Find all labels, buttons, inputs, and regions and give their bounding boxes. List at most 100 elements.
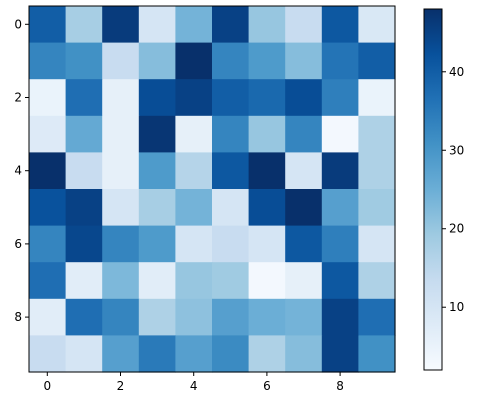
x-tick-label: 4 bbox=[190, 379, 198, 393]
heatmap-cell bbox=[65, 152, 103, 190]
heatmap-cell bbox=[358, 262, 396, 300]
heatmap-cell bbox=[102, 152, 140, 190]
heatmap-cell bbox=[175, 262, 213, 300]
heatmap-cell bbox=[102, 115, 140, 153]
heatmap-cell bbox=[212, 225, 250, 263]
heatmap-cell bbox=[138, 152, 176, 190]
heatmap-cell bbox=[248, 115, 286, 153]
heatmap-cell bbox=[29, 152, 67, 190]
heatmap-cell bbox=[65, 6, 103, 44]
heatmap-cell bbox=[212, 335, 250, 373]
heatmap-cell bbox=[175, 42, 213, 80]
heatmap-cell bbox=[212, 42, 250, 80]
heatmap-cell bbox=[358, 298, 396, 336]
heatmap-cell bbox=[285, 6, 323, 44]
heatmap-cell bbox=[248, 225, 286, 263]
heatmap-cells bbox=[29, 6, 396, 373]
heatmap-cell bbox=[248, 262, 286, 300]
heatmap-cell bbox=[285, 225, 323, 263]
heatmap-cell bbox=[102, 42, 140, 80]
heatmap-cell bbox=[358, 335, 396, 373]
heatmap-cell bbox=[321, 115, 359, 153]
heatmap-cell bbox=[321, 262, 359, 300]
heatmap-cell bbox=[248, 42, 286, 80]
heatmap-cell bbox=[29, 298, 67, 336]
heatmap-cell bbox=[321, 42, 359, 80]
x-tick-label: 0 bbox=[43, 379, 51, 393]
heatmap-cell bbox=[285, 262, 323, 300]
heatmap-cell bbox=[175, 225, 213, 263]
heatmap-cell bbox=[65, 115, 103, 153]
y-tick-label: 8 bbox=[14, 310, 22, 324]
heatmap-cell bbox=[138, 262, 176, 300]
heatmap-cell bbox=[212, 6, 250, 44]
heatmap-cell bbox=[358, 189, 396, 227]
heatmap-cell bbox=[321, 189, 359, 227]
heatmap-cell bbox=[65, 225, 103, 263]
heatmap-cell bbox=[65, 42, 103, 80]
heatmap-cell bbox=[212, 79, 250, 117]
heatmap-cell bbox=[285, 79, 323, 117]
heatmap-cell bbox=[102, 225, 140, 263]
heatmap-cell bbox=[29, 79, 67, 117]
heatmap-cell bbox=[138, 335, 176, 373]
heatmap-cell bbox=[212, 152, 250, 190]
heatmap-cell bbox=[138, 115, 176, 153]
heatmap-cell bbox=[175, 335, 213, 373]
plot-frame bbox=[28, 5, 396, 373]
heatmap-cell bbox=[102, 335, 140, 373]
heatmap-cell bbox=[248, 79, 286, 117]
y-tick-label: 4 bbox=[14, 164, 22, 178]
heatmap-cell bbox=[358, 225, 396, 263]
heatmap-cell bbox=[212, 262, 250, 300]
colorbar-tick-label: 10 bbox=[449, 300, 464, 314]
heatmap-cell bbox=[285, 42, 323, 80]
colorbar-tick-label: 30 bbox=[449, 143, 464, 157]
heatmap-cell bbox=[102, 189, 140, 227]
heatmap-cell bbox=[102, 6, 140, 44]
heatmap-cell bbox=[321, 225, 359, 263]
heatmap-cell bbox=[29, 42, 67, 80]
heatmap-cell bbox=[138, 6, 176, 44]
heatmap-cell bbox=[65, 335, 103, 373]
heatmap-cell bbox=[175, 79, 213, 117]
heatmap-cell bbox=[175, 6, 213, 44]
colorbar-axis: 10 20 30 40 bbox=[442, 65, 464, 314]
x-tick-label: 8 bbox=[336, 379, 344, 393]
x-tick-label: 6 bbox=[263, 379, 271, 393]
heatmap-cell bbox=[65, 262, 103, 300]
colorbar-frame bbox=[423, 8, 443, 371]
heatmap-cell bbox=[138, 298, 176, 336]
heatmap-cell bbox=[248, 189, 286, 227]
heatmap-cell bbox=[29, 189, 67, 227]
heatmap-cell bbox=[175, 298, 213, 336]
heatmap-cell bbox=[138, 79, 176, 117]
heatmap-cell bbox=[65, 79, 103, 117]
heatmap-cell bbox=[285, 298, 323, 336]
y-tick-label: 2 bbox=[14, 91, 22, 105]
heatmap-cell bbox=[285, 335, 323, 373]
heatmap-cell bbox=[102, 298, 140, 336]
heatmap-cell bbox=[321, 79, 359, 117]
heatmap-cell bbox=[175, 189, 213, 227]
y-axis: 0 2 4 6 8 bbox=[14, 17, 29, 324]
heatmap-cell bbox=[29, 335, 67, 373]
colorbar-tick-label: 40 bbox=[449, 65, 464, 79]
heatmap-cell bbox=[321, 335, 359, 373]
x-axis: 0 2 4 6 8 bbox=[43, 372, 344, 393]
heatmap-cell bbox=[138, 189, 176, 227]
heatmap-cell bbox=[358, 42, 396, 80]
heatmap-cell bbox=[175, 115, 213, 153]
heatmap-cell bbox=[321, 152, 359, 190]
heatmap-cell bbox=[102, 262, 140, 300]
heatmap-cell bbox=[358, 6, 396, 44]
heatmap-cell bbox=[248, 298, 286, 336]
colorbar bbox=[424, 9, 442, 370]
heatmap-cell bbox=[285, 189, 323, 227]
heatmap-cell bbox=[248, 335, 286, 373]
colorbar-tick-label: 20 bbox=[449, 222, 464, 236]
heatmap-cell bbox=[212, 298, 250, 336]
heatmap-cell bbox=[138, 225, 176, 263]
heatmap-cell bbox=[65, 189, 103, 227]
